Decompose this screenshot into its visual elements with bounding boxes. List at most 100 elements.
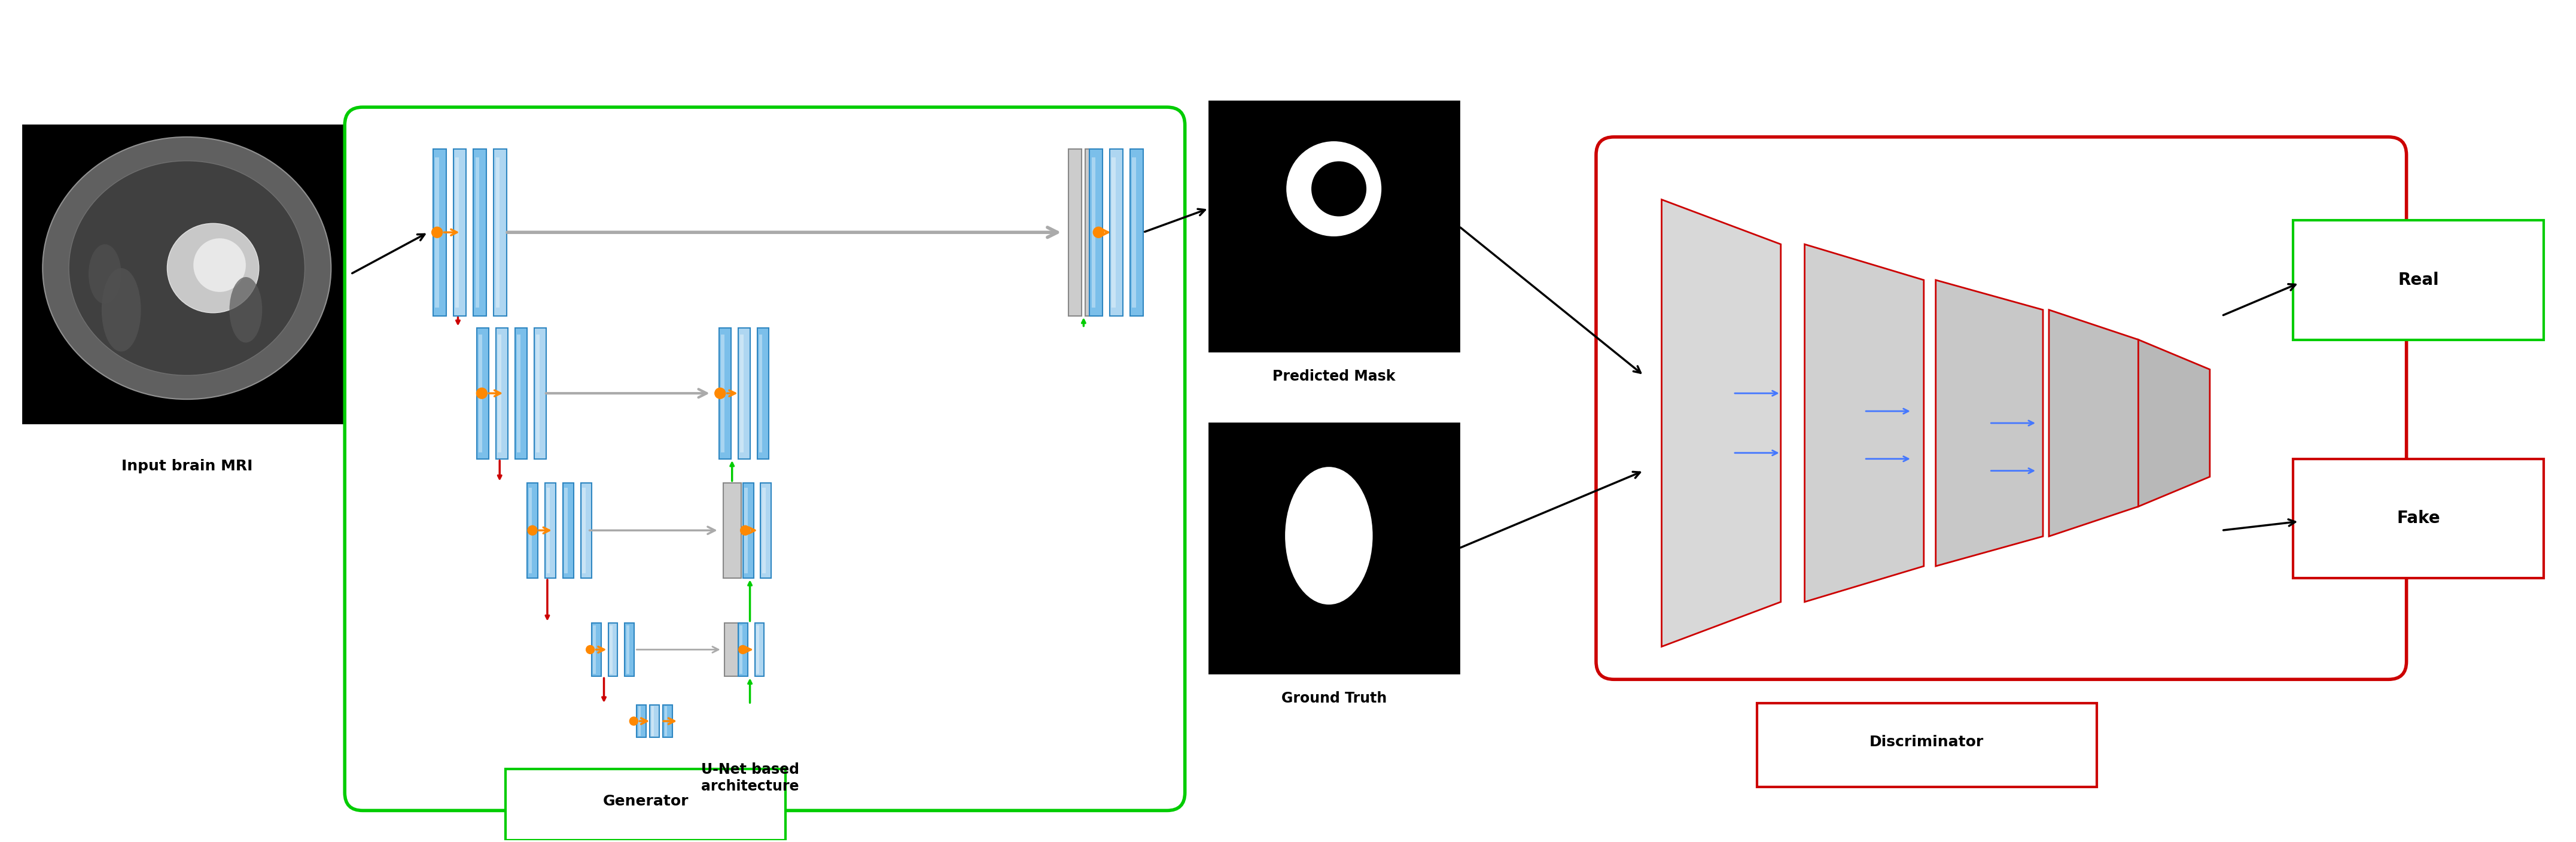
FancyBboxPatch shape	[626, 626, 629, 674]
FancyBboxPatch shape	[546, 488, 549, 573]
Polygon shape	[2048, 310, 2138, 536]
FancyBboxPatch shape	[564, 488, 567, 573]
Ellipse shape	[44, 137, 332, 399]
Circle shape	[1092, 227, 1105, 237]
FancyBboxPatch shape	[636, 705, 647, 738]
FancyBboxPatch shape	[757, 626, 760, 674]
FancyBboxPatch shape	[1208, 101, 1458, 352]
Circle shape	[587, 646, 595, 653]
Polygon shape	[1806, 244, 1924, 602]
FancyBboxPatch shape	[2293, 221, 2543, 339]
FancyBboxPatch shape	[652, 706, 654, 736]
FancyBboxPatch shape	[453, 149, 466, 316]
Text: Generator: Generator	[603, 794, 688, 809]
Ellipse shape	[1285, 467, 1373, 605]
Circle shape	[629, 717, 639, 725]
Text: U-Net based
architecture: U-Net based architecture	[701, 762, 799, 793]
FancyBboxPatch shape	[495, 157, 500, 307]
FancyBboxPatch shape	[1208, 423, 1458, 674]
FancyBboxPatch shape	[497, 334, 502, 452]
Text: Discriminator: Discriminator	[1870, 735, 1984, 749]
FancyBboxPatch shape	[477, 328, 489, 459]
Circle shape	[714, 388, 726, 398]
FancyBboxPatch shape	[433, 149, 446, 316]
FancyBboxPatch shape	[497, 328, 507, 459]
Ellipse shape	[1311, 162, 1365, 216]
FancyBboxPatch shape	[1131, 157, 1136, 307]
FancyBboxPatch shape	[536, 334, 538, 452]
Polygon shape	[2138, 339, 2210, 507]
FancyBboxPatch shape	[737, 623, 747, 676]
FancyBboxPatch shape	[592, 626, 595, 674]
FancyBboxPatch shape	[2293, 459, 2543, 578]
FancyBboxPatch shape	[528, 488, 531, 573]
FancyBboxPatch shape	[515, 328, 528, 459]
Ellipse shape	[1285, 141, 1381, 237]
FancyBboxPatch shape	[739, 334, 744, 452]
FancyBboxPatch shape	[744, 488, 747, 573]
Text: Input brain MRI: Input brain MRI	[121, 459, 252, 473]
FancyBboxPatch shape	[1597, 137, 2406, 679]
Circle shape	[528, 525, 538, 536]
FancyBboxPatch shape	[474, 149, 487, 316]
Text: Ground Truth: Ground Truth	[1280, 691, 1386, 706]
FancyBboxPatch shape	[662, 705, 672, 738]
FancyBboxPatch shape	[724, 482, 742, 578]
FancyBboxPatch shape	[737, 328, 750, 459]
FancyBboxPatch shape	[626, 623, 634, 676]
FancyBboxPatch shape	[1090, 149, 1103, 316]
Polygon shape	[1662, 200, 1780, 647]
Text: Predicted Mask: Predicted Mask	[1273, 370, 1396, 384]
Text: Real: Real	[2398, 272, 2439, 289]
FancyBboxPatch shape	[518, 334, 520, 452]
FancyBboxPatch shape	[23, 125, 350, 423]
Ellipse shape	[70, 161, 304, 376]
FancyBboxPatch shape	[1113, 157, 1115, 307]
Circle shape	[739, 525, 750, 536]
FancyBboxPatch shape	[580, 482, 592, 578]
Ellipse shape	[193, 238, 245, 292]
Ellipse shape	[229, 277, 263, 343]
FancyBboxPatch shape	[721, 334, 724, 452]
FancyBboxPatch shape	[665, 706, 667, 736]
FancyBboxPatch shape	[742, 482, 755, 578]
FancyBboxPatch shape	[649, 705, 659, 738]
FancyBboxPatch shape	[1069, 149, 1082, 316]
FancyBboxPatch shape	[546, 482, 556, 578]
FancyBboxPatch shape	[533, 328, 546, 459]
FancyBboxPatch shape	[345, 107, 1185, 811]
FancyBboxPatch shape	[456, 157, 459, 307]
Circle shape	[739, 646, 747, 653]
FancyBboxPatch shape	[435, 157, 438, 307]
FancyBboxPatch shape	[1092, 157, 1095, 307]
FancyBboxPatch shape	[592, 623, 600, 676]
FancyBboxPatch shape	[739, 626, 742, 674]
FancyBboxPatch shape	[528, 482, 538, 578]
FancyBboxPatch shape	[755, 623, 765, 676]
FancyBboxPatch shape	[639, 706, 641, 736]
Ellipse shape	[167, 223, 260, 313]
Ellipse shape	[88, 244, 121, 304]
FancyBboxPatch shape	[1757, 703, 2097, 786]
Polygon shape	[1935, 280, 2043, 566]
FancyBboxPatch shape	[582, 488, 585, 573]
FancyBboxPatch shape	[757, 328, 770, 459]
FancyBboxPatch shape	[495, 149, 507, 316]
FancyBboxPatch shape	[611, 626, 613, 674]
FancyBboxPatch shape	[760, 334, 762, 452]
FancyBboxPatch shape	[719, 328, 732, 459]
FancyBboxPatch shape	[724, 623, 739, 676]
Text: Fake: Fake	[2396, 510, 2439, 527]
FancyBboxPatch shape	[479, 334, 482, 452]
FancyBboxPatch shape	[1084, 149, 1097, 316]
Circle shape	[477, 388, 487, 398]
FancyBboxPatch shape	[762, 488, 765, 573]
FancyBboxPatch shape	[1110, 149, 1123, 316]
Ellipse shape	[100, 268, 142, 352]
FancyBboxPatch shape	[477, 157, 479, 307]
Circle shape	[433, 227, 443, 237]
FancyBboxPatch shape	[505, 769, 786, 840]
FancyBboxPatch shape	[1131, 149, 1144, 316]
FancyBboxPatch shape	[562, 482, 574, 578]
FancyBboxPatch shape	[760, 482, 770, 578]
